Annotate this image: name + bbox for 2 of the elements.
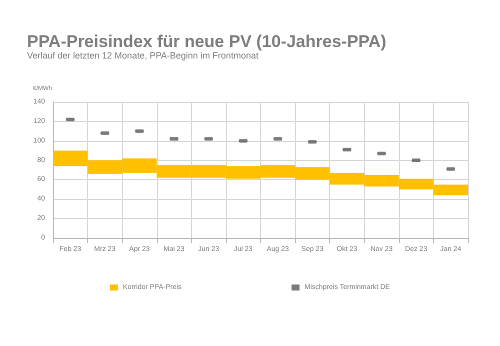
chart-title: PPA-Preisindex für neue PV (10-Jahres-PPA) <box>27 32 386 51</box>
chart-subtitle: Verlauf der letzten 12 Monate, PPA-Beginn im Frontmonat <box>27 50 259 60</box>
